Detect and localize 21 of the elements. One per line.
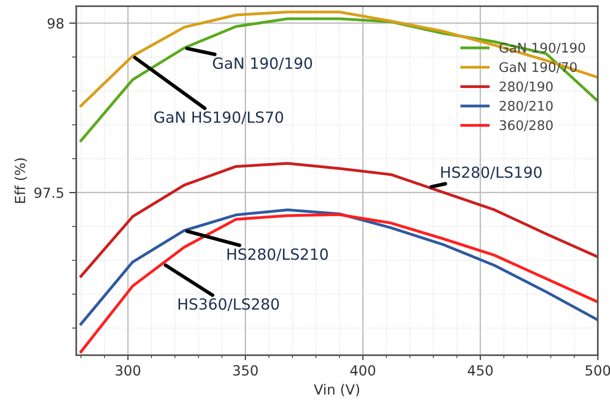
x-tick-label: 350: [233, 365, 258, 376]
annotation: HS280/LS190: [441, 166, 542, 180]
line-series: [80, 213, 598, 354]
annotation: HS280/LS210: [227, 248, 328, 262]
annotation: GaN HS190/LS70: [154, 111, 284, 124]
y-axis-title: Eff (%): [14, 158, 27, 203]
legend-label: 280/210: [500, 100, 553, 112]
annotation: HS360/LS280: [178, 298, 279, 311]
y-tick-label: 98: [48, 18, 64, 29]
line-series: [80, 162, 598, 278]
x-tick-label: 300: [116, 365, 140, 376]
x-tick-label: 500: [586, 365, 610, 376]
legend-label: 280/190: [500, 81, 553, 92]
legend-label: 360/280: [500, 120, 553, 132]
y-tick-label: 97.5: [34, 188, 64, 198]
annotation: GaN 190/190: [212, 57, 312, 70]
x-axis-title: Vin (V): [314, 384, 360, 396]
x-tick-label: 450: [468, 365, 493, 376]
x-tick-label: 400: [350, 365, 376, 376]
line-series: [80, 208, 598, 326]
legend-label: GaN 190/190: [499, 42, 586, 54]
